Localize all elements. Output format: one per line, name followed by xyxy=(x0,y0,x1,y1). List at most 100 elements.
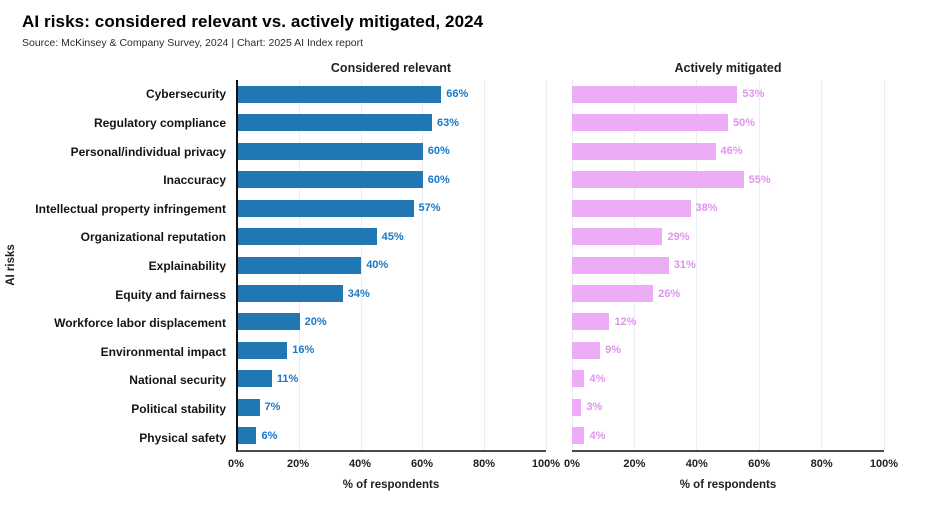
bar-row: 45% xyxy=(238,222,546,250)
bar-row: 31% xyxy=(572,251,884,279)
bar xyxy=(572,313,610,331)
gridline xyxy=(360,80,362,450)
bar xyxy=(572,199,691,217)
bar xyxy=(572,341,601,359)
bar-value-label: 3% xyxy=(586,401,603,414)
x-tick-label: 0% xyxy=(228,458,244,470)
x-ticks-considered-relevant: 0% 20% 40% 60% 80% 100% xyxy=(228,458,560,472)
bar xyxy=(238,370,272,388)
x-ticks-actively-mitigated: 0% 20% 40% 60% 80% 100% xyxy=(564,458,898,472)
bar xyxy=(572,142,716,160)
bar xyxy=(238,142,423,160)
bar-row: 50% xyxy=(572,108,884,136)
bar-value-label: 16% xyxy=(292,344,315,357)
bar xyxy=(238,256,362,274)
x-axis-label-considered-relevant: % of respondents xyxy=(342,479,440,491)
bar xyxy=(238,114,433,132)
bar-row: 55% xyxy=(572,165,884,193)
gridline xyxy=(696,80,698,450)
category-label: National security xyxy=(129,373,226,388)
bar xyxy=(572,427,585,445)
bar-value-label: 60% xyxy=(427,145,450,158)
bar xyxy=(238,85,442,103)
gridline xyxy=(821,80,823,450)
bar-row: 20% xyxy=(238,308,546,336)
x-tick-label: 40% xyxy=(348,458,372,470)
bar-value-label: 66% xyxy=(446,88,469,101)
y-axis-label: AI risks xyxy=(5,244,17,286)
bar-value-label: 4% xyxy=(589,372,606,385)
bar-row: 4% xyxy=(572,365,884,393)
bar xyxy=(238,313,300,331)
bar-row: 3% xyxy=(572,393,884,421)
bar-value-label: 57% xyxy=(418,202,441,215)
bar-row: 57% xyxy=(238,194,546,222)
bar xyxy=(572,228,663,246)
bar-rows: 66% 63% 60% 60% 57% 45% 40% 34% 20% 16% 11% 7% 6% xyxy=(238,80,546,450)
bar-value-label: 6% xyxy=(261,429,278,442)
bar-value-label: 45% xyxy=(381,230,404,243)
bar-row: 46% xyxy=(572,137,884,165)
bar-row: 12% xyxy=(572,308,884,336)
bar-rows: 53% 50% 46% 55% 38% 29% 31% 26% 12% 9% 4% 3% 4% xyxy=(572,80,884,450)
x-tick-label: 20% xyxy=(623,458,646,470)
bar-value-label: 29% xyxy=(667,230,690,243)
bar-value-label: 7% xyxy=(264,401,281,414)
bar xyxy=(572,85,738,103)
bar-row: 60% xyxy=(238,165,546,193)
bar-value-label: 9% xyxy=(605,344,621,357)
bar-row: 26% xyxy=(572,279,884,307)
bar-value-label: 4% xyxy=(589,429,606,442)
bar xyxy=(572,398,582,416)
bar-row: 11% xyxy=(238,365,546,393)
category-axis: Cybersecurity Regulatory compliance Person… xyxy=(28,80,232,452)
x-tick-label: 20% xyxy=(286,458,310,470)
x-tick-label: 80% xyxy=(810,458,833,470)
bar-row: 29% xyxy=(572,222,884,250)
category-label: Explainability xyxy=(148,258,226,273)
category-label: Inaccuracy xyxy=(163,173,226,188)
bar xyxy=(572,370,585,388)
gridline xyxy=(483,80,485,450)
bar-value-label: 60% xyxy=(427,173,450,186)
category-label: Physical safety xyxy=(139,430,226,445)
bar xyxy=(572,285,654,303)
bar-value-label: 34% xyxy=(347,287,370,300)
bar-value-label: 31% xyxy=(673,259,696,272)
x-tick-label: 100% xyxy=(531,458,561,470)
gridline xyxy=(422,80,424,450)
bar xyxy=(238,285,343,303)
bar-row: 53% xyxy=(572,80,884,108)
chart-source-line: Source: McKinsey & Company Survey, 2024 … xyxy=(22,37,364,49)
bar-row: 63% xyxy=(238,108,546,136)
x-tick-label: 100% xyxy=(869,458,899,470)
bar xyxy=(572,256,669,274)
gridline xyxy=(545,80,547,450)
category-label: Organizational reputation xyxy=(80,230,226,245)
bar-row: 40% xyxy=(238,251,546,279)
category-label: Intellectual property infringement xyxy=(35,201,226,216)
category-label: Personal/individual privacy xyxy=(70,144,226,159)
bar xyxy=(238,341,288,359)
category-label: Workforce labor displacement xyxy=(54,316,226,331)
plot-considered-relevant: 66% 63% 60% 60% 57% 45% 40% 34% 20% 16% 11% 7% 6% xyxy=(236,80,547,452)
bar xyxy=(238,228,377,246)
x-tick-label: 80% xyxy=(472,458,496,470)
bar-value-label: 20% xyxy=(304,315,327,328)
bar-value-label: 40% xyxy=(366,259,389,272)
bar xyxy=(572,171,744,189)
bar xyxy=(238,398,260,416)
bar xyxy=(238,171,423,189)
panel-title-actively-mitigated: Actively mitigated xyxy=(674,61,782,75)
bar-row: 7% xyxy=(238,393,546,421)
category-label: Political stability xyxy=(131,402,226,416)
bar xyxy=(238,427,257,445)
bar-row: 66% xyxy=(238,80,546,108)
bar-row: 38% xyxy=(572,194,884,222)
x-tick-label: 60% xyxy=(748,458,771,470)
category-label: Environmental impact xyxy=(100,344,226,359)
bar-value-label: 12% xyxy=(614,315,637,328)
bar xyxy=(572,114,728,132)
gridline xyxy=(758,80,760,450)
